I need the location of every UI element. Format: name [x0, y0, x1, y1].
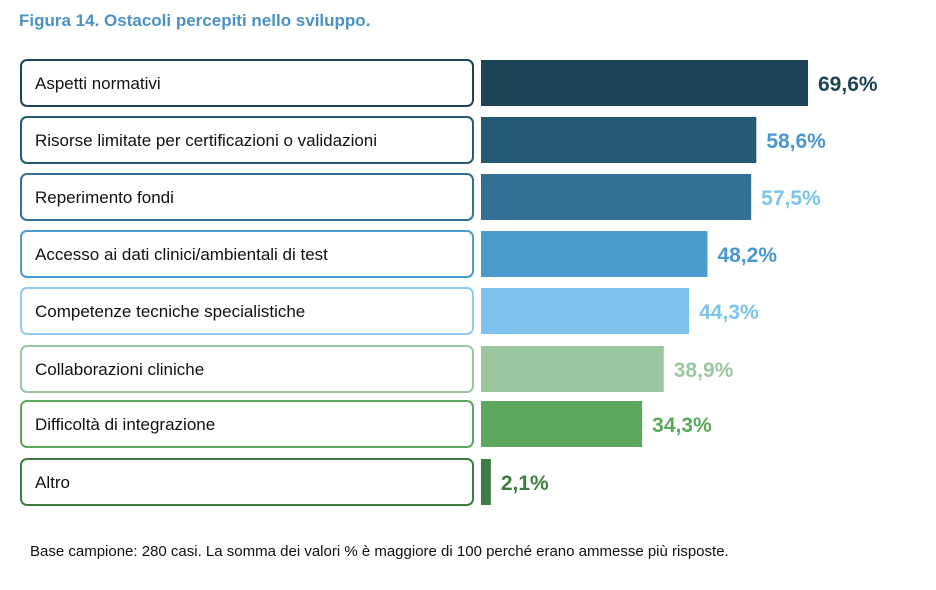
category-label-row-6: Collaborazioni cliniche — [35, 360, 204, 379]
category-label-row-2: Risorse limitate per certificazioni o va… — [35, 131, 377, 150]
value-label-row-3: 57,5% — [761, 187, 821, 210]
category-box-row-1 — [20, 59, 474, 107]
category-label-row-4: Accesso ai dati clinici/ambientali di te… — [35, 245, 328, 264]
bar-chart: Aspetti normativi 69,6% Risorse limitate p… — [20, 59, 878, 506]
bar-row-5 — [481, 288, 690, 334]
value-label-row-1: 69,6% — [818, 73, 878, 96]
category-label-row-8: Altro — [35, 473, 70, 492]
bar-row-1 — [481, 60, 808, 106]
bar-row-3 — [481, 174, 752, 220]
value-label-row-6: 38,9% — [674, 359, 734, 382]
category-box-row-2 — [20, 116, 474, 164]
value-label-row-2: 58,6% — [766, 130, 826, 153]
category-box-row-5 — [20, 287, 474, 335]
value-label-row-4: 48,2% — [717, 244, 777, 267]
category-box-row-4 — [20, 230, 474, 278]
category-box-row-7 — [20, 400, 474, 448]
figure-footnote: Base campione: 280 casi. La somma dei va… — [30, 543, 729, 560]
category-label-row-5: Competenze tecniche specialistiche — [35, 302, 305, 321]
category-box-row-8 — [20, 458, 474, 506]
category-label-row-7: Difficoltà di integrazione — [35, 415, 215, 434]
bar-row-6 — [481, 346, 664, 392]
value-label-row-7: 34,3% — [652, 414, 712, 437]
category-label-row-3: Reperimento fondi — [35, 188, 174, 207]
bar-row-8 — [481, 459, 491, 505]
value-label-row-8: 2,1% — [501, 472, 549, 495]
category-box-row-6 — [20, 345, 474, 393]
bar-row-2 — [481, 117, 757, 163]
value-label-row-5: 44,3% — [699, 301, 759, 324]
figure-title: Figura 14. Ostacoli percepiti nello svil… — [19, 11, 371, 30]
category-label-row-1: Aspetti normativi — [35, 74, 161, 93]
bar-row-7 — [481, 401, 643, 447]
category-box-row-3 — [20, 173, 474, 221]
bar-row-4 — [481, 231, 708, 277]
